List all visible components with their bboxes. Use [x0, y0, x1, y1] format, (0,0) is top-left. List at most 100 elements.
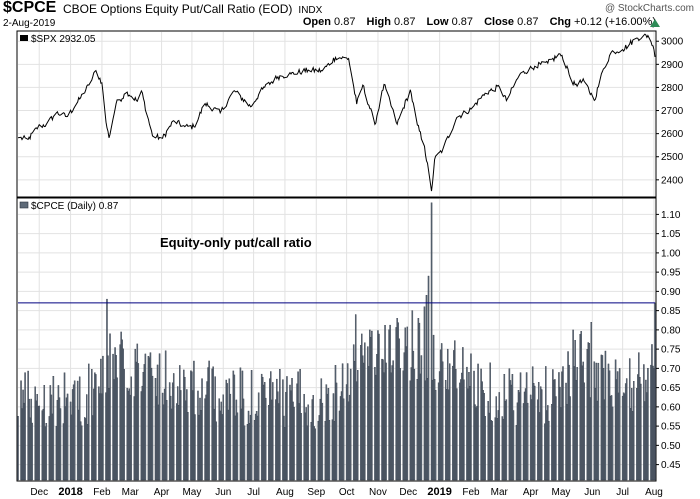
ratio-bar [356, 370, 359, 481]
ratio-bar [548, 420, 550, 481]
ratio-bar [430, 202, 433, 481]
cpce-legend: $CPCE (Daily) 0.87 [19, 201, 119, 212]
ratio-ytick-label: 0.45 [661, 460, 681, 471]
ratio-bar [73, 380, 76, 481]
ratio-bar [576, 367, 578, 481]
ratio-bar [59, 408, 62, 481]
x-tick-label: Oct [339, 487, 355, 498]
ticker-description: CBOE Options Equity Put/Call Ratio (EOD) [63, 2, 293, 16]
ratio-bar [491, 420, 493, 481]
ratio-bar [413, 368, 416, 481]
ratio-bar [293, 406, 295, 481]
ticker-symbol: $CPCE [3, 0, 57, 16]
ratio-annotation: Equity-only put/call ratio [160, 235, 312, 250]
ratio-bar [314, 428, 317, 481]
ratio-bar [335, 382, 338, 481]
x-tick-label: Apr [523, 487, 539, 498]
ratio-bar [420, 355, 423, 481]
exchange-label: INDX [298, 5, 323, 16]
ratio-bar [611, 406, 614, 481]
spx-legend: $SPX 2932.05 [20, 34, 96, 45]
ratio-bar [172, 373, 175, 481]
ratio-bar [229, 393, 232, 481]
x-tick-label: Jun [215, 487, 231, 498]
ratio-bar [470, 353, 472, 481]
ratio-ytick-label: 0.55 [661, 422, 681, 433]
ratio-bar [208, 360, 210, 481]
ratio-bar [477, 363, 479, 481]
ratio-bar [250, 370, 253, 481]
price-panel-frame [16, 30, 657, 198]
ratio-ytick-label: 0.85 [661, 306, 681, 317]
price-ytick-label: 2500 [661, 152, 684, 163]
ratio-bar [236, 412, 239, 481]
x-tick-label: Feb [462, 487, 480, 498]
ratio-bar [123, 369, 125, 481]
ratio-bar [24, 372, 26, 481]
up-triangle-icon [650, 19, 660, 27]
ratio-bar [406, 326, 409, 481]
price-y-axis: 2400 2500 2600 2700 2800 2900 3000 [656, 37, 684, 186]
ratio-bar [583, 382, 585, 481]
ratio-bar [463, 379, 465, 481]
x-tick-label: Dec [399, 487, 417, 498]
ratio-bar [243, 425, 246, 481]
x-tick-label: Apr [154, 487, 170, 498]
price-ytick-label: 3000 [661, 37, 684, 48]
ratio-bar [590, 322, 593, 481]
ratio-ytick-label: 0.75 [661, 345, 681, 356]
chg-value: +0.12 (+16.00%) [574, 16, 656, 28]
price-ytick-label: 2400 [661, 175, 684, 186]
spx-price-series [17, 33, 656, 192]
chart-header: $CPCE CBOE Options Equity Put/Call Ratio… [0, 0, 700, 30]
as-of-date: 2-Aug-2019 [3, 18, 56, 29]
ratio-bar [434, 390, 437, 481]
ratio-bar [399, 368, 401, 481]
ratio-bar [484, 416, 486, 481]
ratio-ytick-label: 1.05 [661, 229, 681, 240]
ratio-bar [562, 366, 564, 481]
x-axis: Dec 2018 Feb Mar Apr May Jun Jul Aug Sep Oct Nov Dec… [30, 486, 663, 498]
x-tick-label: Mar [491, 487, 509, 498]
x-tick-label: May [182, 487, 201, 498]
ratio-bar [456, 388, 458, 481]
ratio-bar [505, 399, 508, 481]
cpce-legend-label: $CPCE (Daily) 0.87 [31, 201, 119, 212]
ratio-bar [201, 378, 203, 481]
ratio-bar [300, 413, 302, 481]
ratio-bar [647, 368, 649, 481]
open-value: 0.87 [334, 16, 356, 28]
price-ytick-label: 2600 [661, 129, 684, 140]
ratio-ytick-label: 0.60 [661, 402, 681, 413]
x-tick-label: Feb [93, 487, 111, 498]
ratio-bar [194, 414, 196, 481]
x-tick-label: Mar [122, 487, 140, 498]
ratio-bar [38, 405, 40, 481]
ratio-bar [272, 382, 274, 481]
x-tick-label: Jun [584, 487, 600, 498]
ratio-ytick-label: 1.10 [661, 210, 681, 221]
ratio-bar [31, 422, 33, 481]
ratio-bar [52, 376, 55, 481]
ratio-bar [541, 389, 543, 481]
ratio-ytick-label: 0.50 [661, 441, 681, 452]
ohlc-stats: Open 0.87 High 0.87 Low 0.87 Close 0.87 … [295, 16, 656, 28]
ratio-bar [279, 369, 281, 481]
ratio-bar [257, 392, 260, 481]
x-tick-label: 2019 [427, 486, 451, 498]
ratio-bar [654, 302, 656, 481]
price-gridlines [18, 32, 655, 196]
ratio-ytick-label: 0.70 [661, 364, 681, 375]
ratio-bar [102, 355, 104, 481]
stockcharts-credit: @ StockCharts.com [604, 3, 694, 14]
low-label: Low [426, 16, 449, 28]
ratio-bar [215, 421, 217, 481]
ratio-bar [66, 393, 69, 481]
ratio-bar [604, 350, 607, 481]
x-tick-label: Aug [276, 487, 294, 498]
ratio-bar [307, 404, 309, 481]
ratio-ytick-label: 0.80 [661, 325, 681, 336]
x-tick-label: Aug [645, 487, 663, 498]
ratio-bar [144, 353, 147, 481]
